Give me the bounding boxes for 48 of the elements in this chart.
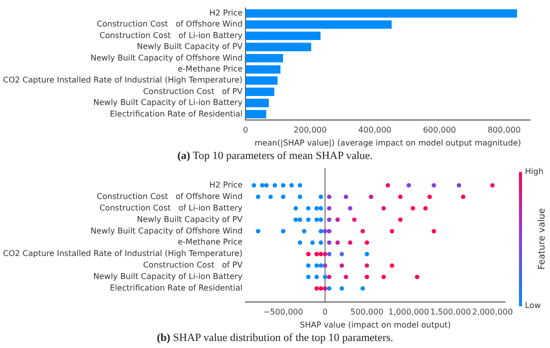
bar	[246, 110, 266, 118]
y-tick-label: Newly Built Capacity of Offshore Wind	[90, 53, 243, 62]
y-tick-label: Construction Cost of PV	[143, 260, 244, 270]
bar	[246, 88, 274, 96]
x-tick-label: 200,000	[294, 126, 327, 135]
bar	[246, 42, 312, 52]
bar	[246, 65, 280, 74]
bar	[246, 32, 321, 40]
text: High	[525, 167, 544, 176]
y-tick-label: Electrification Rate of Residential	[110, 109, 243, 118]
y-tick-label: Construction Cost of Offshore Wind	[96, 20, 243, 29]
x-tick-label: 0	[242, 126, 248, 135]
y-tick-label: Construction Cost of Offshore Wind	[96, 192, 243, 201]
bar	[246, 98, 269, 108]
y-tick-label: Newly Built Capacity of Offshore Wind	[90, 226, 243, 236]
y-tick-label: Newly Built Capacity of Li-ion Battery	[93, 98, 243, 108]
color-bar-title: Feature value	[537, 208, 548, 270]
y-tick-label: Newly Built Capacity of Li-ion Battery	[93, 272, 243, 282]
x-axis-title: mean(|SHAP value|) (average impact on model output magnitude)	[254, 138, 521, 148]
text: (b) SHAP value distribution of the top 10 parameters.	[156, 331, 394, 346]
y-tick-label: H2 Price	[209, 180, 243, 190]
bar	[246, 76, 278, 85]
text: Low	[525, 300, 542, 310]
x-tick-label: 600,000	[422, 126, 456, 135]
y-tick-label: Construction Cost of PV	[143, 86, 244, 96]
bar	[246, 9, 518, 18]
x-tick-label: 500,000	[350, 308, 384, 317]
x-tick-label: 1,000,000	[388, 308, 430, 317]
y-tick-label: e-Methane Price	[178, 238, 243, 247]
x-tick-label: 400,000	[358, 126, 392, 135]
y-tick-label: Construction Cost of Li-ion Battery	[99, 203, 243, 212]
text: (a) Top 10 parameters of mean SHAP value.	[176, 149, 374, 164]
bar	[246, 20, 392, 29]
x-tick-label: −500,000	[263, 308, 304, 317]
x-tick-label: 0	[322, 308, 328, 317]
y-tick-label: CO2 Capture Installed Rate of Industrial (High Temperature)	[2, 249, 243, 258]
x-axis-title: SHAP value (impact on model output)	[300, 320, 451, 330]
x-tick-label: 1,500,000	[430, 308, 471, 317]
y-tick-label: Newly Built Capacity of PV	[136, 42, 244, 52]
bar	[246, 54, 284, 62]
y-tick-label: e-Methane Price	[178, 64, 243, 74]
y-tick-label: CO2 Capture Installed Rate of Industrial (High Temperature)	[2, 76, 243, 85]
y-tick-label: Electrification Rate of Residential	[110, 284, 243, 293]
y-tick-label: Construction Cost of Li-ion Battery	[99, 30, 243, 40]
y-tick-label: Newly Built Capacity of PV	[136, 214, 244, 224]
x-tick-label: 800,000	[488, 126, 521, 135]
y-tick-label: H2 Price	[209, 8, 243, 18]
x-tick-label: 2,000,000	[472, 308, 513, 317]
